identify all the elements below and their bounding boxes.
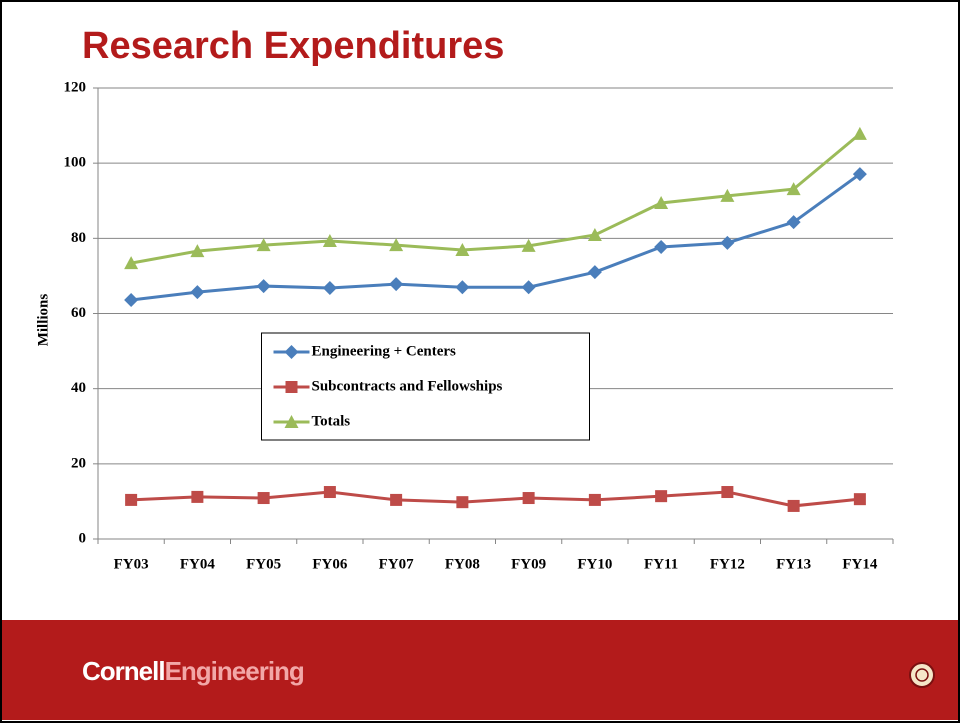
marker-square xyxy=(721,486,734,499)
legend-box xyxy=(261,332,590,441)
y-tick-label: 20 xyxy=(71,455,86,471)
legend: Engineering + Centers Subcontracts and Fe… xyxy=(261,332,590,441)
y-tick-label: 120 xyxy=(64,79,87,95)
marker-square xyxy=(257,492,270,505)
marker-triangle xyxy=(389,238,404,252)
series-line xyxy=(131,490,861,508)
marker-square xyxy=(323,486,336,499)
x-tick-label: FY05 xyxy=(246,556,281,572)
x-tick-label: FY07 xyxy=(379,556,414,572)
marker-square xyxy=(285,381,298,393)
y-tick-label: 60 xyxy=(71,305,86,321)
slide-title: Research Expenditures xyxy=(82,25,504,67)
marker-diamond xyxy=(124,292,139,307)
y-tick-label: 100 xyxy=(64,155,87,171)
marker-diamond xyxy=(389,277,404,292)
marker-square xyxy=(588,493,601,506)
y-tick-label: 80 xyxy=(71,230,86,246)
marker-triangle xyxy=(256,238,271,252)
x-tick-label: FY11 xyxy=(644,556,678,572)
marker-diamond xyxy=(521,280,536,295)
x-tick-label: FY12 xyxy=(710,556,745,572)
marker-diamond xyxy=(284,345,299,359)
x-tick-label: FY06 xyxy=(312,556,347,572)
seal-icon xyxy=(915,668,929,682)
y-tick-label: 40 xyxy=(71,380,86,396)
marker-triangle xyxy=(587,227,602,241)
x-tick-label: FY03 xyxy=(114,556,149,572)
marker-diamond xyxy=(256,279,271,294)
marker-square xyxy=(125,493,138,506)
marker-square xyxy=(191,490,204,503)
marker-square xyxy=(853,493,866,506)
legend-label: Engineering + Centers xyxy=(312,343,457,359)
x-tick-label: FY04 xyxy=(180,556,215,572)
y-axis-label: Millions xyxy=(35,294,51,347)
x-tick-label: FY09 xyxy=(511,556,546,572)
marker-triangle xyxy=(654,196,669,210)
marker-diamond xyxy=(322,280,337,295)
marker-triangle xyxy=(521,238,536,252)
marker-triangle xyxy=(786,182,801,196)
legend-label: Totals xyxy=(312,413,351,429)
marker-diamond xyxy=(654,239,669,254)
x-tick-label: FY13 xyxy=(776,556,811,572)
marker-triangle xyxy=(284,415,299,428)
x-tick-label: FY10 xyxy=(577,556,612,572)
y-tick-label: 0 xyxy=(79,530,87,546)
footer-brand: CornellEngineering xyxy=(82,656,304,686)
seal-icon xyxy=(909,662,935,688)
marker-triangle xyxy=(322,233,337,247)
marker-diamond xyxy=(852,167,867,182)
marker-diamond xyxy=(587,265,602,280)
marker-diamond xyxy=(455,280,470,295)
marker-diamond xyxy=(190,285,205,300)
marker-triangle xyxy=(852,126,867,140)
legend-label: Subcontracts and Fellowships xyxy=(312,378,503,394)
marker-triangle xyxy=(720,188,735,202)
marker-square xyxy=(787,499,800,512)
marker-square xyxy=(456,496,469,509)
x-tick-label: FY08 xyxy=(445,556,480,572)
series-line xyxy=(130,132,861,265)
marker-diamond xyxy=(720,235,735,250)
x-tick-label: FY14 xyxy=(842,556,877,572)
marker-triangle xyxy=(124,256,139,270)
series-line xyxy=(130,172,861,302)
brand-part: Cornell xyxy=(82,656,165,686)
marker-triangle xyxy=(190,244,205,258)
footer-band xyxy=(2,620,958,720)
marker-square xyxy=(522,492,535,505)
marker-square xyxy=(655,490,668,503)
marker-diamond xyxy=(786,215,801,230)
marker-triangle xyxy=(455,242,470,256)
brand-part: Engineering xyxy=(165,656,304,686)
marker-square xyxy=(390,493,403,506)
